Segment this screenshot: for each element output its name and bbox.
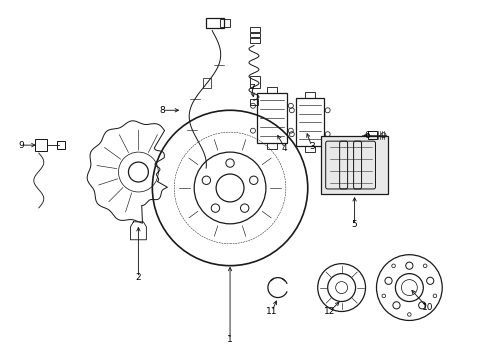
- Bar: [249, 32, 260, 37]
- Bar: [304, 146, 314, 152]
- Text: 1: 1: [227, 335, 232, 344]
- Bar: [249, 99, 258, 105]
- Bar: [295, 98, 323, 146]
- Bar: [320, 136, 387, 194]
- Text: 11: 11: [265, 307, 277, 316]
- Text: 10: 10: [421, 303, 432, 312]
- Bar: [266, 87, 276, 93]
- Text: 5: 5: [351, 220, 357, 229]
- Bar: [304, 92, 314, 98]
- Bar: [249, 38, 260, 42]
- Text: 4: 4: [282, 144, 287, 153]
- Text: 2: 2: [135, 273, 141, 282]
- Text: 6: 6: [364, 131, 369, 140]
- Bar: [367, 131, 377, 139]
- Text: 3: 3: [308, 141, 314, 150]
- Bar: [203, 78, 211, 88]
- Text: 8: 8: [159, 106, 165, 115]
- Bar: [206, 18, 224, 28]
- Text: 7: 7: [248, 84, 254, 93]
- Bar: [35, 139, 47, 151]
- Bar: [249, 76, 260, 88]
- Bar: [256, 93, 286, 143]
- Bar: [57, 141, 64, 149]
- Bar: [249, 27, 260, 32]
- Text: 9: 9: [18, 141, 24, 150]
- Bar: [266, 143, 276, 149]
- Text: 12: 12: [324, 307, 335, 316]
- Bar: [220, 19, 229, 27]
